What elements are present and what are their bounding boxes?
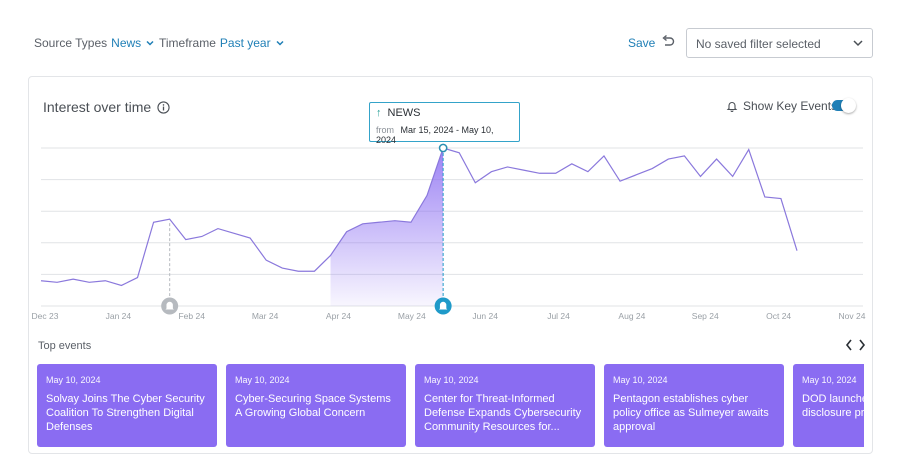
event-date: May 10, 2024	[235, 375, 290, 385]
event-title: DOD launches vulnerability disclosure pr…	[802, 393, 864, 419]
interest-over-time-card: Interest over time Show Key Events Dec 2…	[28, 76, 873, 454]
event-date: May 10, 2024	[424, 375, 479, 385]
event-card[interactable]: May 10, 2024 Pentagon establishes cyber p…	[604, 364, 784, 447]
undo-icon[interactable]	[660, 33, 676, 49]
event-title: Solvay Joins The Cyber Security Coalitio…	[46, 393, 205, 433]
x-tick-label: Apr 24	[326, 311, 351, 321]
chevron-right-icon[interactable]	[857, 338, 867, 352]
card-title-text: Interest over time	[43, 99, 152, 115]
event-title: Pentagon establishes cyber policy office…	[613, 393, 769, 433]
source-types-label: Source Types	[34, 36, 108, 50]
x-tick-label: Dec 23	[32, 311, 59, 321]
x-tick-label: Aug 24	[618, 311, 645, 321]
chart-tooltip: ↑ NEWS from Mar 15, 2024 - May 10, 2024	[369, 102, 520, 145]
bell-icon	[438, 301, 448, 310]
chevron-left-icon[interactable]	[844, 338, 854, 352]
event-date: May 10, 2024	[613, 375, 668, 385]
event-card[interactable]: May 10, 2024 Solvay Joins The Cyber Secur…	[37, 364, 217, 447]
trend-up-icon: ↑	[376, 107, 382, 119]
x-tick-label: May 24	[398, 311, 426, 321]
card-title: Interest over time	[43, 99, 170, 115]
x-tick-label: Mar 24	[252, 311, 279, 321]
event-title: Center for Threat-Informed Defense Expan…	[424, 393, 582, 433]
tooltip-range: Mar 15, 2024 - May 10, 2024	[376, 125, 494, 145]
chevron-down-icon	[853, 40, 863, 47]
x-tick-label: Feb 24	[178, 311, 205, 321]
x-tick-label: Jul 24	[547, 311, 570, 321]
x-tick-label: Jan 24	[106, 311, 132, 321]
tooltip-label: NEWS	[387, 107, 421, 119]
toggle-knob	[841, 98, 856, 113]
event-date: May 10, 2024	[46, 375, 101, 385]
save-button[interactable]: Save	[628, 36, 656, 50]
event-card[interactable]: May 10, 2024 DOD launches vulnerability d…	[793, 364, 864, 447]
event-title: Cyber-Securing Space Systems A Growing G…	[235, 393, 391, 419]
highlight-area	[330, 148, 444, 306]
event-card[interactable]: May 10, 2024 Cyber-Securing Space Systems…	[226, 364, 406, 447]
x-tick-label: Sep 24	[692, 311, 719, 321]
show-key-events: Show Key Events	[726, 99, 837, 113]
x-tick-label: Oct 24	[766, 311, 791, 321]
chevron-down-icon	[146, 40, 154, 46]
chevron-down-icon	[276, 40, 284, 46]
interest-chart: Dec 23 Jan 24 Feb 24 Mar 24 Apr 24 May 24 Jun …	[32, 143, 866, 321]
timeframe-value: Past year	[219, 36, 271, 50]
key-events-toggle[interactable]	[832, 98, 856, 113]
event-date: May 10, 2024	[802, 375, 857, 385]
info-icon[interactable]	[157, 100, 170, 114]
source-types-value: News	[111, 36, 142, 50]
top-events-heading: Top events	[38, 340, 92, 352]
bell-icon	[726, 102, 738, 112]
timeframe-filter[interactable]: Timeframe Past year	[159, 36, 285, 50]
tooltip-from-label: from	[376, 125, 394, 135]
x-tick-label: Jun 24	[472, 311, 498, 321]
saved-filter-value: No saved filter selected	[696, 37, 821, 51]
selected-point	[438, 143, 448, 153]
event-card[interactable]: May 10, 2024 Center for Threat-Informed D…	[415, 364, 595, 447]
filter-bar: Source Types News Timeframe Past year Sa…	[0, 0, 900, 86]
source-types-filter[interactable]: Source Types News	[34, 36, 155, 50]
x-tick-label: Nov 24	[839, 311, 866, 321]
saved-filter-select[interactable]: No saved filter selected	[686, 28, 873, 58]
show-key-events-label: Show Key Events	[743, 99, 838, 113]
events-carousel: May 10, 2024 Solvay Joins The Cyber Secur…	[37, 364, 864, 447]
timeframe-label: Timeframe	[159, 36, 216, 50]
series-line	[40, 147, 798, 287]
bell-icon	[165, 301, 174, 310]
